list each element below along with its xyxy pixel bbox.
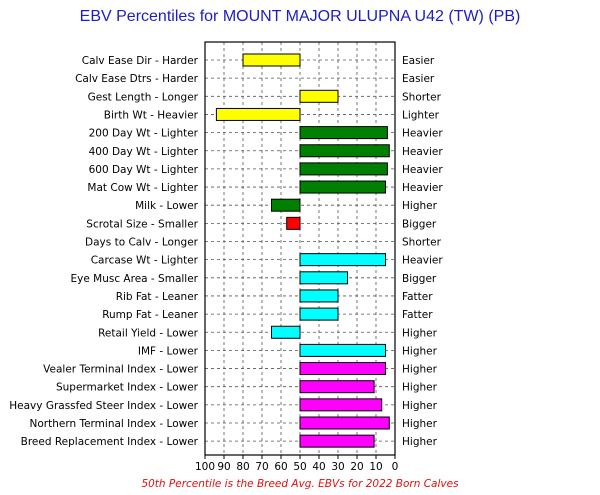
trait-label-left: Calv Ease Dir - Harder <box>82 55 199 67</box>
trait-label-right: Higher <box>402 400 438 412</box>
bar-eye-musc-area <box>299 271 348 285</box>
x-tick-label: 70 <box>255 461 268 473</box>
trait-label-left: Northern Terminal Index - Lower <box>30 418 199 430</box>
trait-label-right: Higher <box>402 418 438 430</box>
trait-label-left: Breed Replacement Index - Lower <box>21 436 199 448</box>
x-tick-label: 90 <box>217 461 230 473</box>
trait-label-right: Heavier <box>402 164 443 176</box>
trait-label-left: Days to Calv - Longer <box>85 237 199 249</box>
trait-label-left: IMF - Lower <box>138 345 199 357</box>
bar-scrotal-size <box>286 216 301 230</box>
trait-label-right: Lighter <box>402 109 440 121</box>
trait-label-right: Bigger <box>402 218 437 230</box>
x-tick-label: 10 <box>369 461 382 473</box>
trait-label-right: Higher <box>402 327 438 339</box>
trait-label-right: Higher <box>402 382 438 394</box>
x-tick-label: 0 <box>392 461 399 473</box>
bar-birth-wt <box>215 107 301 121</box>
bar-mat-cow-wt <box>299 180 386 194</box>
trait-label-left: 200 Day Wt - Lighter <box>89 128 199 140</box>
x-tick-label: 80 <box>236 461 249 473</box>
trait-label-left: Heavy Grassfed Steer Index - Lower <box>9 400 198 412</box>
bar-rump-fat <box>299 307 339 321</box>
trait-label-right: Easier <box>402 73 435 85</box>
bar-calv-ease-dir <box>242 53 301 67</box>
x-tick-label: 50 <box>293 461 306 473</box>
trait-label-left: Rump Fat - Leaner <box>102 309 198 321</box>
trait-label-right: Heavier <box>402 182 443 194</box>
trait-label-right: Higher <box>402 436 438 448</box>
x-tick-label: 40 <box>312 461 325 473</box>
trait-label-left: Carcase Wt - Lighter <box>91 255 199 267</box>
trait-label-right: Higher <box>402 200 438 212</box>
bar-milk <box>271 198 301 212</box>
bar-supermarket-index <box>299 380 375 394</box>
bar-gest-length <box>299 89 339 103</box>
trait-label-right: Shorter <box>402 91 442 103</box>
trait-label-left: Mat Cow Wt - Lighter <box>87 182 198 194</box>
trait-label-right: Easier <box>402 55 435 67</box>
trait-label-left: Milk - Lower <box>135 200 199 212</box>
bar-200-day-wt <box>299 126 388 140</box>
bar-imf <box>299 343 386 357</box>
bar-northern-terminal-index <box>299 416 390 430</box>
trait-label-right: Heavier <box>402 128 443 140</box>
bar-layer <box>215 53 390 448</box>
trait-label-left: Retail Yield - Lower <box>98 327 199 339</box>
bar-heavy-grassfed-steer-index <box>299 398 383 412</box>
trait-label-right: Heavier <box>402 255 443 267</box>
trait-label-right: Shorter <box>402 237 442 249</box>
trait-label-left: Eye Musc Area - Smaller <box>70 273 198 285</box>
chart-title: EBV Percentiles for MOUNT MAJOR ULUPNA U… <box>80 8 521 25</box>
trait-label-left: Scrotal Size - Smaller <box>86 218 198 230</box>
bar-600-day-wt <box>299 162 388 176</box>
trait-label-left: Rib Fat - Leaner <box>116 291 199 303</box>
trait-label-left: Calv Ease Dtrs - Harder <box>75 73 199 85</box>
footnote: 50th Percentile is the Breed Avg. EBVs f… <box>141 478 459 490</box>
bar-carcase-wt <box>299 253 386 267</box>
bar-rib-fat <box>299 289 339 303</box>
trait-label-right: Higher <box>402 364 438 376</box>
x-tick-label: 100 <box>195 461 215 473</box>
trait-label-left: Gest Length - Longer <box>88 91 199 103</box>
label-layer: Calv Ease Dir - Harder Easier Calv Ease Dt… <box>9 55 443 448</box>
bar-breed-replacement-index <box>299 434 375 448</box>
trait-label-right: Bigger <box>402 273 437 285</box>
tick-layer: 100 90 80 70 60 50 40 30 20 10 0 <box>195 455 398 473</box>
trait-label-right: Fatter <box>402 291 433 303</box>
trait-label-right: Heavier <box>402 146 443 158</box>
trait-label-left: 400 Day Wt - Lighter <box>89 146 199 158</box>
trait-label-right: Higher <box>402 345 438 357</box>
trait-label-left: Birth Wt - Heavier <box>104 109 199 121</box>
x-tick-label: 20 <box>350 461 363 473</box>
trait-label-left: Supermarket Index - Lower <box>56 382 199 394</box>
x-tick-label: 30 <box>331 461 344 473</box>
bar-vealer-terminal-index <box>299 362 386 376</box>
trait-label-left: 600 Day Wt - Lighter <box>89 164 199 176</box>
trait-label-right: Fatter <box>402 309 433 321</box>
x-tick-label: 60 <box>274 461 287 473</box>
trait-label-left: Vealer Terminal Index - Lower <box>43 364 199 376</box>
bar-retail-yield <box>271 325 301 339</box>
bar-400-day-wt <box>299 144 390 158</box>
